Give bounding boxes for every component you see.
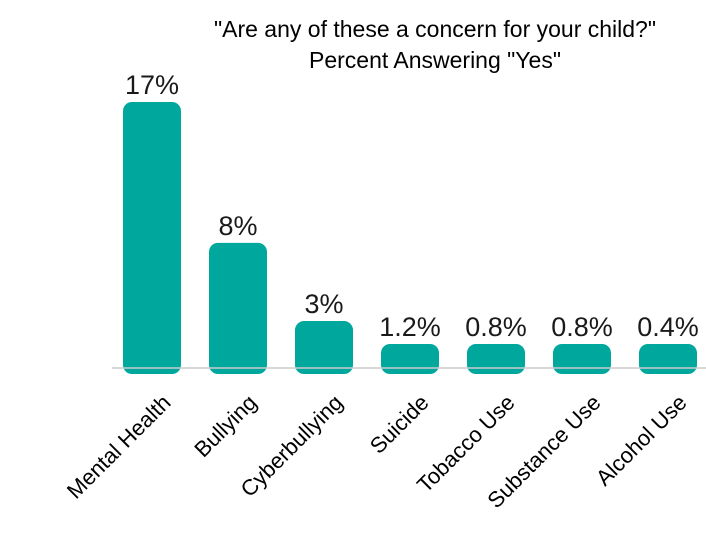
value-label: 1.2%: [379, 312, 441, 342]
bar: [381, 344, 439, 374]
bar: [553, 344, 611, 374]
value-label: 0.8%: [551, 312, 613, 342]
bar: [123, 102, 181, 374]
value-labels-group: 17% 8% 3% 1.2% 0.8% 0.8% 0.4%: [125, 70, 699, 342]
category-label: Bullying: [189, 390, 261, 462]
value-label: 8%: [218, 211, 257, 241]
category-label: Mental Health: [62, 390, 176, 504]
bar: [209, 242, 267, 374]
value-label: 0.4%: [637, 312, 699, 342]
chart-title: "Are any of these a concern for your chi…: [214, 16, 656, 42]
category-label: Alcohol Use: [591, 390, 692, 491]
bars-group: [123, 102, 697, 374]
bar: [467, 344, 525, 374]
chart-subtitle: Percent Answering "Yes": [309, 47, 561, 73]
value-label: 17%: [125, 70, 179, 100]
value-label: 3%: [304, 289, 343, 319]
category-label: Suicide: [365, 390, 434, 459]
value-label: 0.8%: [465, 312, 527, 342]
bar: [295, 321, 353, 374]
bar: [639, 344, 697, 374]
